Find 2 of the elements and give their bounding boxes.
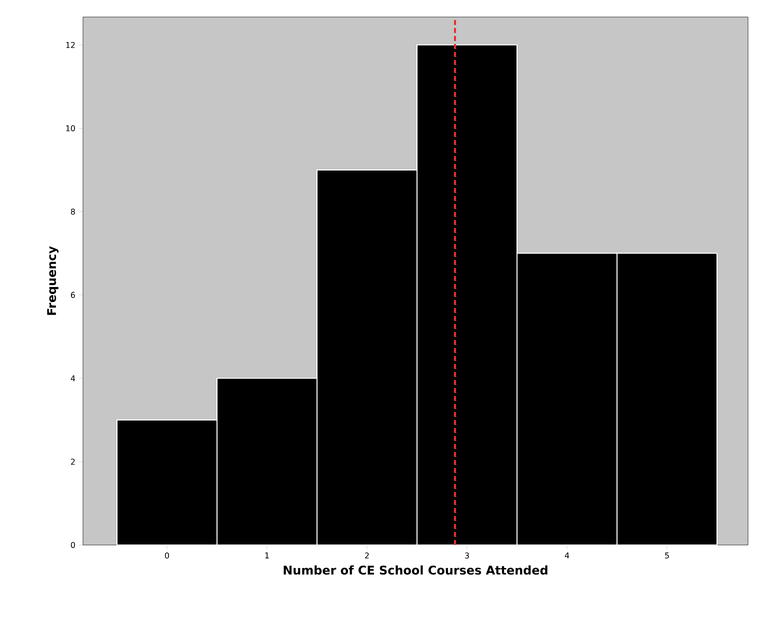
- x-axis-title: Number of CE School Courses Attended: [284, 565, 548, 575]
- y-axis-title: Frequency: [47, 246, 58, 315]
